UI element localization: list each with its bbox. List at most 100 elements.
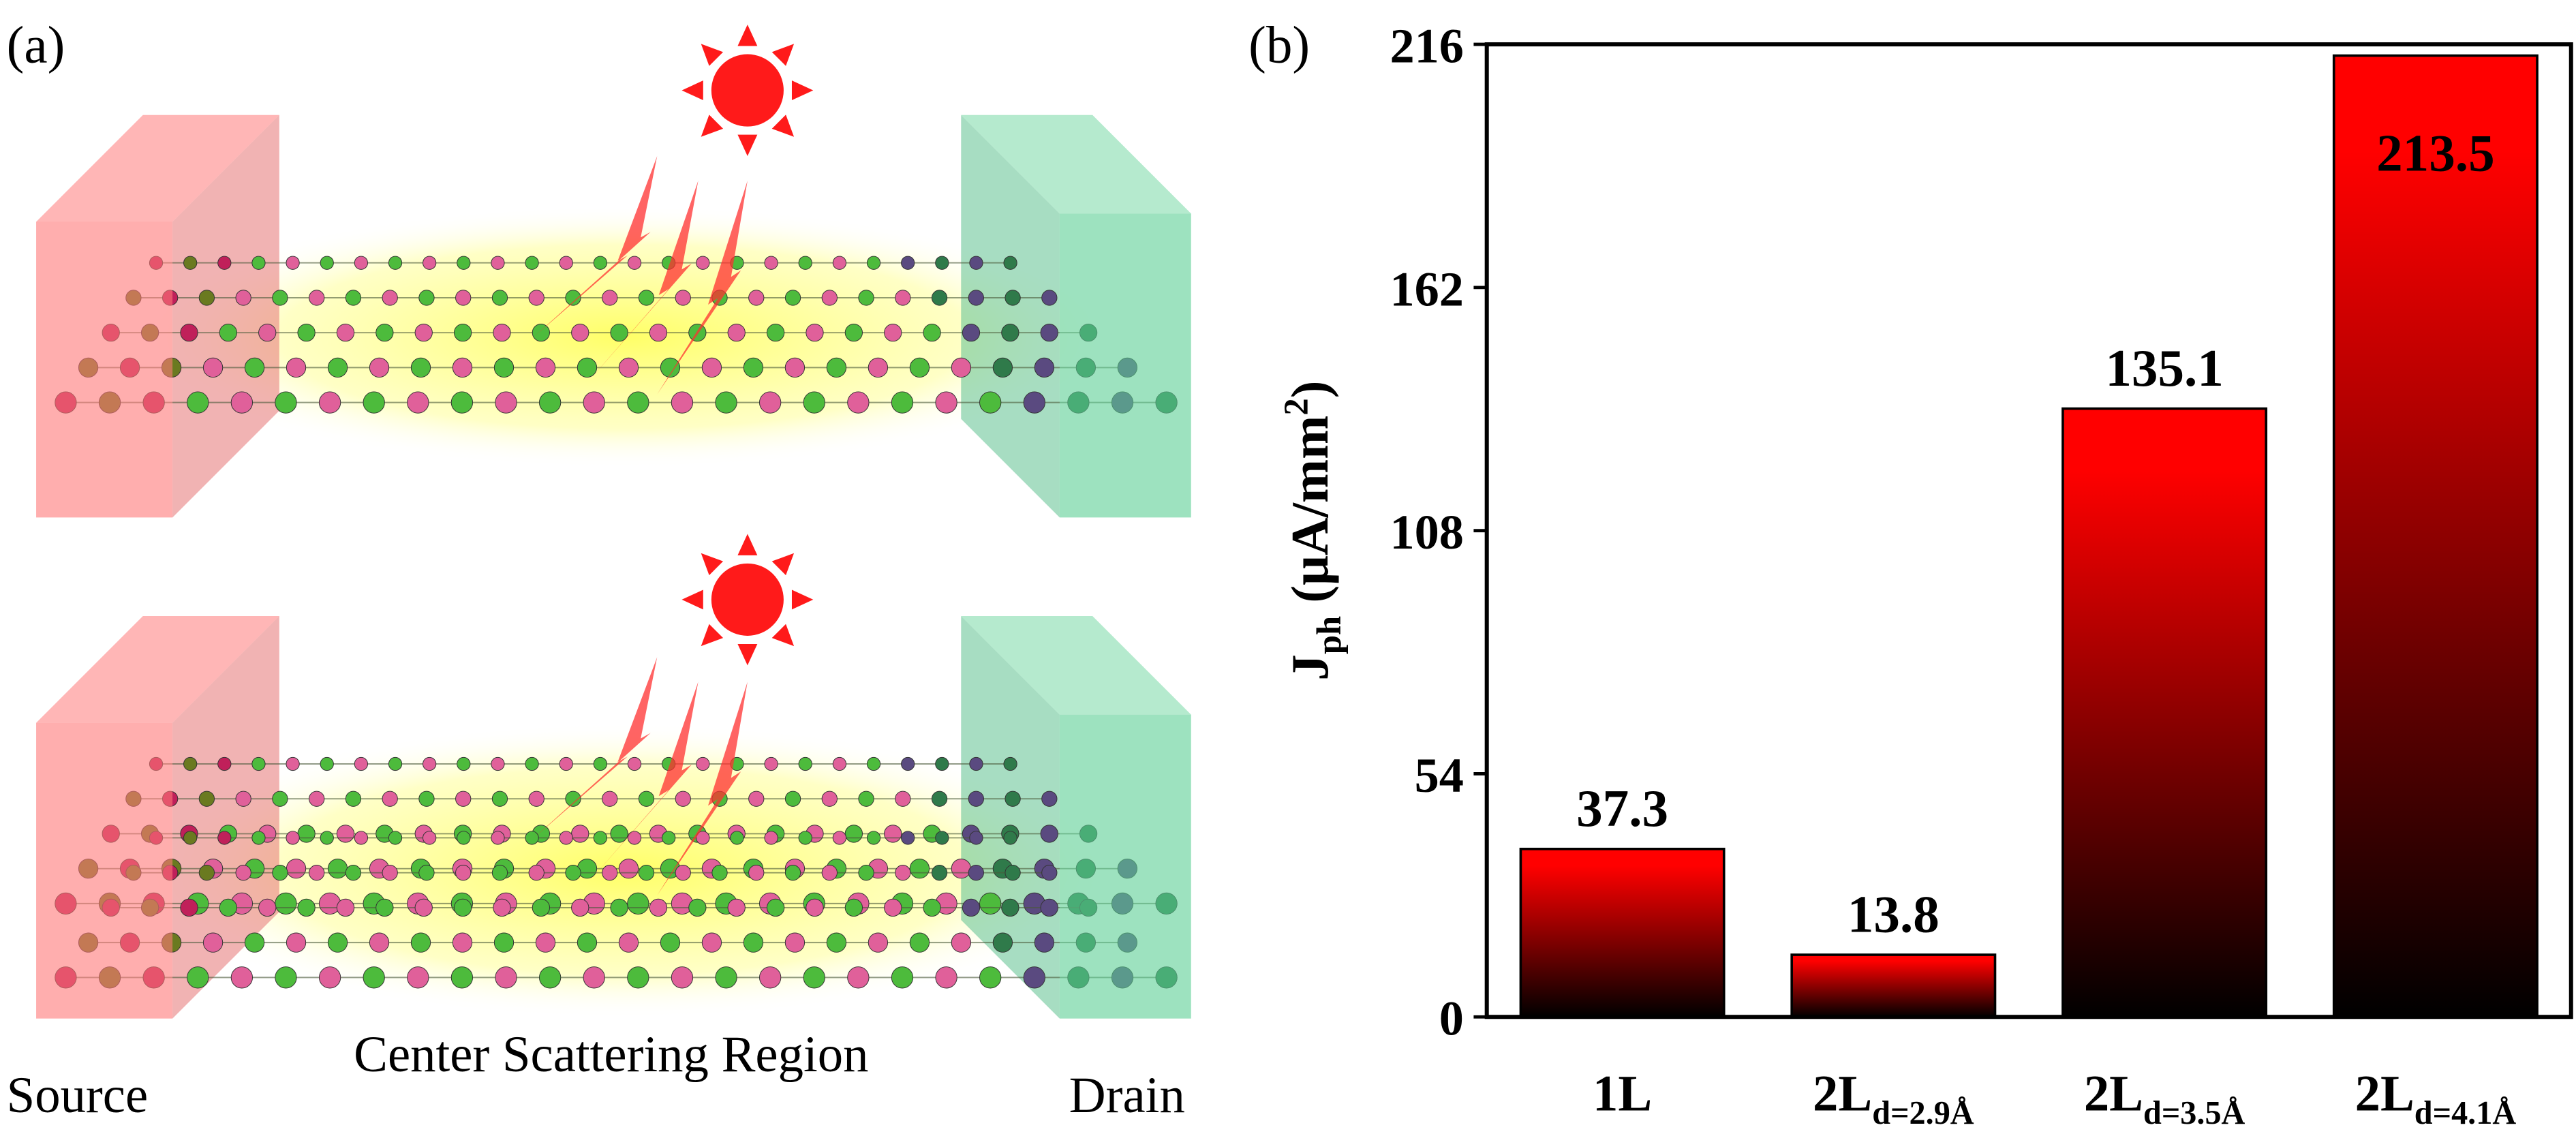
- atom: [565, 865, 581, 881]
- atom: [493, 932, 515, 953]
- atom: [452, 357, 473, 378]
- atom: [345, 290, 362, 306]
- source-front: [36, 722, 173, 1019]
- sun-ray: [681, 589, 703, 610]
- source-side: [172, 114, 279, 518]
- atom: [696, 756, 710, 771]
- atom: [354, 256, 369, 270]
- atom: [866, 756, 881, 771]
- atom: [844, 324, 863, 342]
- atom: [198, 290, 215, 306]
- sun-ray: [771, 624, 795, 647]
- atom: [345, 790, 362, 807]
- atom: [559, 256, 573, 270]
- atom: [979, 966, 1002, 989]
- atom: [565, 790, 581, 807]
- atom: [727, 324, 746, 342]
- atom: [251, 831, 266, 845]
- atom: [826, 932, 847, 953]
- atom: [491, 790, 508, 807]
- atom: [418, 290, 435, 306]
- atom: [901, 831, 915, 845]
- atom: [275, 892, 297, 915]
- atom: [493, 898, 511, 917]
- atom: [1040, 324, 1058, 342]
- center-label: Center Scattering Region: [354, 1026, 868, 1083]
- atom: [180, 324, 198, 342]
- atom: [525, 256, 539, 270]
- atom: [336, 324, 355, 342]
- atom: [784, 865, 801, 881]
- atom: [638, 790, 655, 807]
- atom: [968, 290, 984, 306]
- atom: [244, 357, 265, 378]
- atom: [806, 898, 824, 917]
- source-top: [36, 114, 279, 222]
- sun-ray: [701, 114, 724, 137]
- drain-top: [961, 114, 1191, 214]
- atom: [992, 932, 1013, 953]
- atom: [457, 256, 471, 270]
- atom: [931, 290, 948, 306]
- atom: [764, 756, 778, 771]
- atom: [821, 865, 838, 881]
- atom: [935, 391, 957, 414]
- atom: [251, 256, 266, 270]
- atom: [388, 756, 403, 771]
- atom: [453, 898, 472, 917]
- drain-front: [1059, 213, 1191, 518]
- atom: [868, 357, 889, 378]
- atom: [1003, 256, 1017, 270]
- atom: [453, 324, 472, 342]
- atom: [354, 831, 369, 845]
- atom: [593, 831, 608, 845]
- atom: [901, 256, 915, 270]
- bar: [2332, 54, 2539, 1019]
- atom: [675, 790, 691, 807]
- y-title-unit: (μA/mm: [1281, 416, 1339, 603]
- atom: [528, 790, 545, 807]
- atom: [715, 966, 737, 989]
- atom: [847, 391, 870, 414]
- bar: [1790, 953, 1997, 1019]
- atom: [909, 859, 930, 879]
- sun-ray: [791, 589, 814, 610]
- panel-label: (a): [7, 16, 65, 74]
- atom: [272, 790, 288, 807]
- atom: [320, 831, 334, 845]
- atom: [895, 865, 911, 881]
- atom: [423, 256, 437, 270]
- atom: [275, 966, 297, 989]
- atom: [345, 865, 362, 881]
- atom: [577, 932, 598, 953]
- atom: [535, 357, 556, 378]
- atom: [866, 831, 881, 845]
- atom: [286, 256, 300, 270]
- atom: [891, 966, 914, 989]
- atom: [528, 865, 545, 881]
- atom: [410, 932, 431, 953]
- value-label: 213.5: [2376, 123, 2495, 182]
- bar: [2061, 407, 2268, 1019]
- atom: [758, 391, 782, 414]
- atom: [602, 790, 618, 807]
- category-subscript: d=3.5Å: [2143, 1095, 2245, 1131]
- atom: [951, 859, 972, 879]
- atom: [866, 256, 881, 270]
- y-tick-label: 162: [1390, 262, 1463, 316]
- sun-ray: [701, 44, 724, 66]
- atom: [198, 790, 215, 807]
- atom: [764, 256, 778, 270]
- atom: [336, 898, 355, 917]
- y-tick-label: 54: [1415, 748, 1464, 803]
- atom: [844, 898, 863, 917]
- atom: [675, 290, 691, 306]
- atom: [363, 966, 385, 989]
- atom: [923, 324, 941, 342]
- atom: [784, 357, 806, 378]
- atom: [1041, 790, 1058, 807]
- atom: [297, 898, 316, 917]
- y-title-close: ): [1281, 381, 1339, 399]
- atom: [649, 898, 668, 917]
- atom: [327, 357, 348, 378]
